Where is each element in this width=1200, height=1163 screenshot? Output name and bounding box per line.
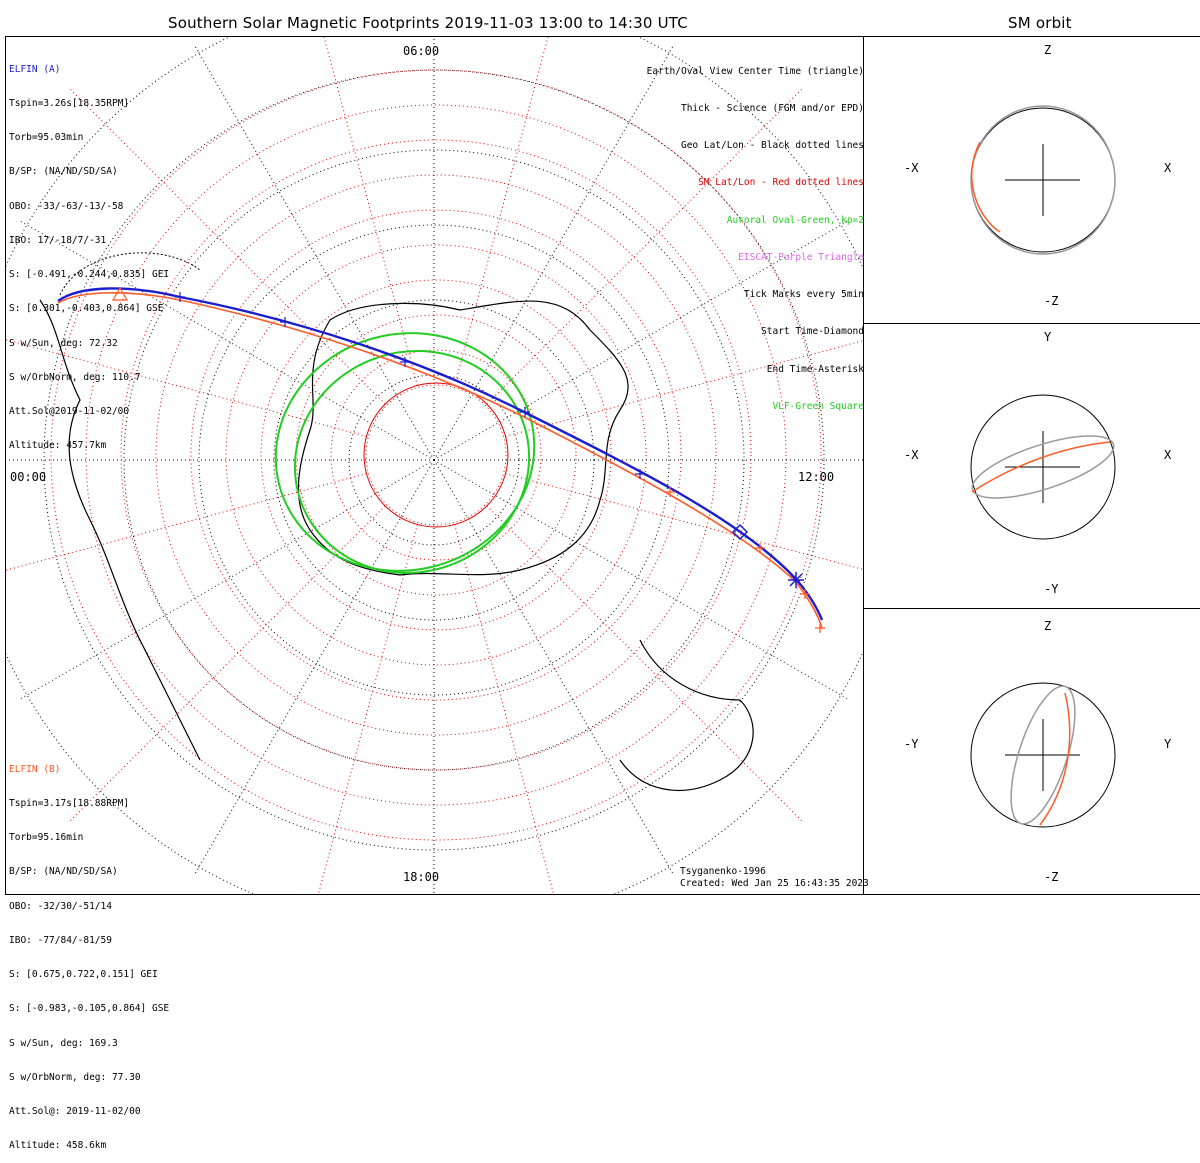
footer-model: Tsyganenko-1996 <box>680 866 766 878</box>
orbit-path-b <box>1040 693 1070 825</box>
probe-b-line: OBO: -32/30/-51/14 <box>9 901 169 912</box>
orbit2-right-label: X <box>1164 450 1171 461</box>
footer-created: Created: Wed Jan 25 16:43:35 2023 <box>680 878 869 890</box>
orbit-path-b <box>972 142 1000 232</box>
orbit1-right-label: X <box>1164 163 1171 174</box>
probe-b-line: Att.Sol@: 2019-11-02/00 <box>9 1106 169 1117</box>
probe-a-line: Altitude: 457.7km <box>9 440 169 451</box>
probe-a-line: S w/OrbNorm, deg: 110.7 <box>9 372 169 383</box>
geo-meridian <box>194 44 434 460</box>
orbit1-top-label: Z <box>1044 45 1051 56</box>
probe-b-line: Tspin=3.17s[18.88RPM] <box>9 798 169 809</box>
legend-item: Geo Lat/Lon - Black dotted lines <box>647 140 864 152</box>
mlt-label-bottom: 18:00 <box>403 872 439 883</box>
geo-meridian <box>434 460 674 876</box>
geo-meridian <box>434 460 850 700</box>
sm-meridian <box>455 525 571 900</box>
legend-item: VLF-Green Square <box>647 401 864 413</box>
legend-item: Tick Marks every 5min <box>647 289 864 301</box>
probe-b-line: Torb=95.16min <box>9 832 169 843</box>
orbit3-left-label: -Y <box>904 739 918 750</box>
legend-item: Auroral Oval-Green, kp=2 <box>647 215 864 227</box>
sm-lat-ring <box>156 175 716 735</box>
probe-b-line: B/SP: (NA/ND/SD/SA) <box>9 866 169 877</box>
orbit2-left-label: -X <box>904 450 918 461</box>
sm-lat-ring <box>226 245 646 665</box>
landmass-outline <box>620 640 753 790</box>
legend-item: Earth/Oval View Center Time (triangle) <box>647 66 864 78</box>
probe-b-line: S w/OrbNorm, deg: 77.30 <box>9 1072 169 1083</box>
probe-a-line: Torb=95.03min <box>9 132 169 143</box>
sm-meridian <box>506 474 939 590</box>
probe-a-line: S: [-0.491,-0.244,0.835] GEI <box>9 269 169 280</box>
orbit1-bottom-label: -Z <box>1044 296 1058 307</box>
orbit1-left-label: -X <box>904 163 918 174</box>
probe-b-line: S: [-0.983,-0.105,0.864] GSE <box>9 1003 169 1014</box>
sm-meridian <box>487 506 804 823</box>
legend-item: Thick - Science (FGM and/or EPD) <box>647 103 864 115</box>
probe-a-line: Tspin=3.26s[18.35RPM] <box>9 98 169 109</box>
geo-meridian <box>18 460 434 700</box>
orbit3-right-label: Y <box>1164 739 1171 750</box>
continent-outline <box>298 301 628 575</box>
mlt-label-top: 06:00 <box>403 46 439 57</box>
probe-b-line: Altitude: 458.6km <box>9 1140 169 1151</box>
probe-b-line: S w/Sun, deg: 169.3 <box>9 1038 169 1049</box>
orbit3-bottom-label: -Z <box>1044 872 1058 883</box>
orbit3-top-label: Z <box>1044 621 1051 632</box>
probe-b-line: S: [0.675,0.722,0.151] GEI <box>9 969 169 980</box>
sm-meridian <box>301 525 417 900</box>
legend-item: End Time-Asterisk <box>647 364 864 376</box>
footprint-chart <box>0 0 1200 900</box>
legend-item: EISCAT-Purple Triangle <box>647 252 864 264</box>
probe-a-line: Att.Sol@2019-11-02/00 <box>9 406 169 417</box>
probe-a-line: S w/Sun, deg: 72.32 <box>9 338 169 349</box>
orbit2-top-label: Y <box>1044 332 1051 343</box>
legend-item: Start Time-Diamond <box>647 326 864 338</box>
probe-a-info: ELFIN (A) Tspin=3.26s[18.35RPM] Torb=95.… <box>9 41 169 463</box>
sm-meridian <box>301 0 417 385</box>
mlt-label-left: 00:00 <box>10 472 46 483</box>
tick-mark <box>815 623 825 633</box>
mlt-label-right: 12:00 <box>798 472 834 483</box>
tick-mark <box>665 487 675 497</box>
end-asterisk <box>788 572 804 588</box>
probe-a-line: IBO: 17/-18/7/-31 <box>9 235 169 246</box>
sm-lat-ring <box>366 385 506 525</box>
probe-a-line: B/SP: (NA/ND/SD/SA) <box>9 166 169 177</box>
probe-b-name: ELFIN (B) <box>9 764 169 775</box>
orbit2-bottom-label: -Y <box>1044 584 1058 595</box>
probe-b-line: IBO: -77/84/-81/59 <box>9 935 169 946</box>
probe-a-name: ELFIN (A) <box>9 64 169 75</box>
probe-a-line: OBO: -33/-63/-13/-58 <box>9 201 169 212</box>
legend-item: SM Lat/Lon - Red dotted lines <box>647 177 864 189</box>
sm-pole-ring <box>364 383 508 527</box>
sm-meridian <box>455 0 571 385</box>
probe-a-line: S: [0.301,-0.403,0.864] GSE <box>9 303 169 314</box>
legend: Earth/Oval View Center Time (triangle) T… <box>647 41 864 426</box>
probe-b-info: ELFIN (B) Tspin=3.17s[18.88RPM] Torb=95.… <box>9 741 169 1163</box>
orbit-panels <box>966 106 1120 831</box>
